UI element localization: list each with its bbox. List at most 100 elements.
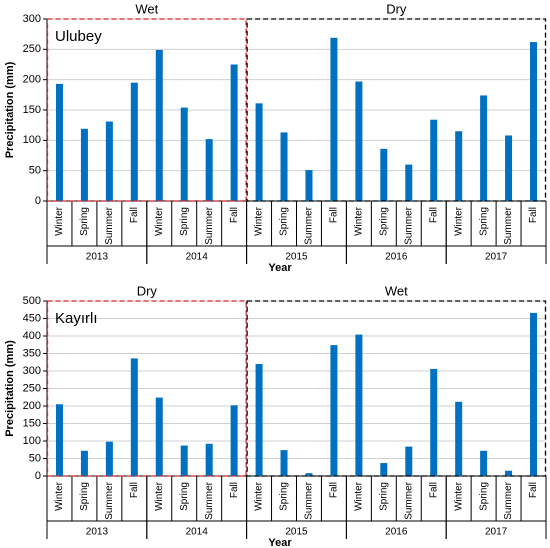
x-tick-label: Winter [354,206,365,236]
x-tick-label: Winter [154,481,165,511]
x-tick-label: Fall [129,482,140,498]
group-label: 2016 [385,527,408,538]
x-tick-label: Spring [378,207,389,236]
x-tick-label: Summer [304,206,315,244]
group-label: 2017 [485,527,508,538]
bar [155,49,163,201]
bar [255,364,263,476]
bar [205,139,213,201]
group-label: 2013 [86,527,109,538]
bar [130,82,138,201]
x-tick-label: Summer [503,481,514,519]
x-tick-label: Summer [104,481,115,519]
x-tick-label: Spring [79,482,90,511]
region-label: Wet [135,1,158,16]
y-tick-label: 200 [23,400,41,412]
bar [380,463,388,476]
x-tick-label: Winter [354,481,365,511]
x-tick-label: Summer [304,481,315,519]
y-tick-label: 400 [23,330,41,342]
x-tick-label: Spring [179,482,190,511]
bar [230,405,238,476]
x-tick-label: Summer [204,481,215,519]
x-tick-label: Spring [378,482,389,511]
group-label: 2015 [285,252,308,263]
bar [480,450,488,476]
x-tick-label: Spring [478,482,489,511]
bar [530,42,538,202]
y-tick-label: 100 [23,134,41,146]
y-tick-label: 300 [23,365,41,377]
bar [105,441,113,476]
bar [255,103,263,201]
region-label: Dry [137,283,158,298]
bar [180,107,188,201]
x-tick-label: Winter [254,481,265,511]
y-axis-label: Precipitation (mm) [4,340,16,437]
bar [55,83,63,201]
bar [230,64,238,201]
bar [280,450,288,476]
region-box [246,300,547,477]
x-tick-label: Fall [329,207,340,223]
group-label: 2014 [186,527,209,538]
group-label: 2016 [385,252,408,263]
bar [455,131,463,201]
x-tick-label: Spring [179,207,190,236]
bar [80,128,88,201]
bar [330,345,338,476]
panel-title: Ulubey [55,28,102,45]
x-axis-label: Year [268,537,292,548]
bar [530,312,538,476]
x-tick-label: Fall [229,207,240,223]
bar [455,401,463,476]
group-label: 2017 [485,252,508,263]
x-tick-label: Winter [54,206,65,236]
x-tick-label: Spring [279,207,290,236]
y-tick-label: 200 [23,74,41,86]
group-label: 2015 [285,527,308,538]
bar [205,443,213,476]
y-tick-label: 100 [23,435,41,447]
region-box [46,18,247,202]
x-tick-label: Fall [428,207,439,223]
panel-title: Kayırlı [55,310,98,327]
x-tick-label: Winter [453,481,464,511]
y-tick-label: 150 [23,104,41,116]
bar [330,37,338,201]
y-tick-label: 0 [35,470,41,482]
bar [280,132,288,201]
y-tick-label: 150 [23,417,41,429]
y-tick-label: 450 [23,312,41,324]
y-tick-label: 50 [29,452,41,464]
x-tick-label: Winter [453,206,464,236]
bar [480,95,488,201]
group-label: 2014 [186,252,209,263]
x-axis-label: Year [268,262,292,274]
x-tick-label: Summer [204,206,215,244]
bar [355,81,363,201]
bar [430,368,438,476]
x-tick-label: Fall [528,207,539,223]
bar [105,121,113,201]
y-tick-label: 350 [23,347,41,359]
bar [355,334,363,476]
x-tick-label: Summer [403,206,414,244]
bar [505,135,513,201]
y-axis-label: Precipitation (mm) [4,61,16,158]
x-tick-label: Spring [478,207,489,236]
x-tick-label: Winter [54,481,65,511]
bar [155,397,163,476]
x-tick-label: Summer [503,206,514,244]
x-tick-label: Winter [154,206,165,236]
y-tick-label: 300 [23,13,41,25]
bar [430,119,438,201]
region-label: Wet [385,283,408,298]
bar [305,170,313,201]
bar [80,450,88,476]
x-tick-label: Fall [428,482,439,498]
y-tick-label: 250 [23,382,41,394]
x-tick-label: Summer [104,206,115,244]
x-tick-label: Fall [129,207,140,223]
